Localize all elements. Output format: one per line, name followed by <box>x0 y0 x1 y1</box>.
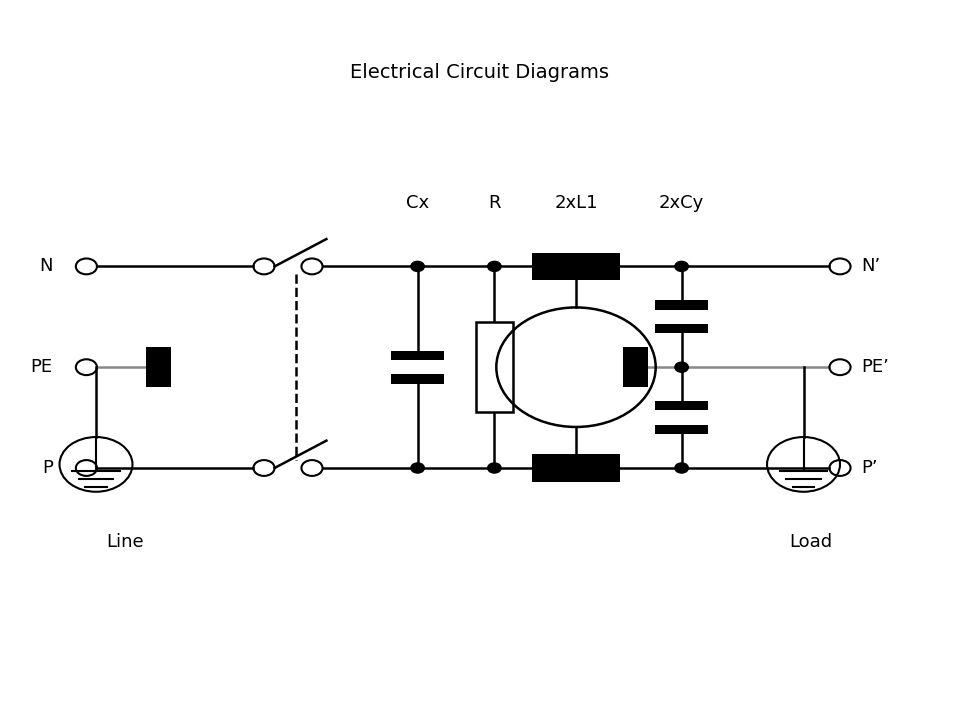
Bar <box>532 253 620 280</box>
Text: N’: N’ <box>861 258 880 276</box>
Text: Load: Load <box>790 533 832 551</box>
Text: PE: PE <box>31 359 53 376</box>
Bar <box>655 300 708 310</box>
Text: PE’: PE’ <box>861 359 889 376</box>
Circle shape <box>675 261 688 271</box>
Bar <box>655 324 708 333</box>
Circle shape <box>675 362 688 372</box>
Circle shape <box>488 261 501 271</box>
Circle shape <box>675 463 688 473</box>
Circle shape <box>488 463 501 473</box>
Text: 2xCy: 2xCy <box>659 194 705 212</box>
Text: R: R <box>488 194 501 212</box>
Text: N: N <box>39 258 53 276</box>
Bar <box>655 425 708 434</box>
Text: Electrical Circuit Diagrams: Electrical Circuit Diagrams <box>350 63 610 81</box>
Bar <box>392 374 444 384</box>
Bar <box>655 401 708 410</box>
Text: P: P <box>42 459 53 477</box>
Text: P’: P’ <box>861 459 877 477</box>
Bar <box>146 347 171 387</box>
Text: 2xL1: 2xL1 <box>554 194 598 212</box>
Text: Cx: Cx <box>406 194 429 212</box>
Bar <box>392 351 444 360</box>
Bar <box>623 347 648 387</box>
Bar <box>532 454 620 482</box>
Circle shape <box>411 463 424 473</box>
Text: Line: Line <box>106 533 144 551</box>
Bar <box>476 323 513 412</box>
Circle shape <box>411 261 424 271</box>
